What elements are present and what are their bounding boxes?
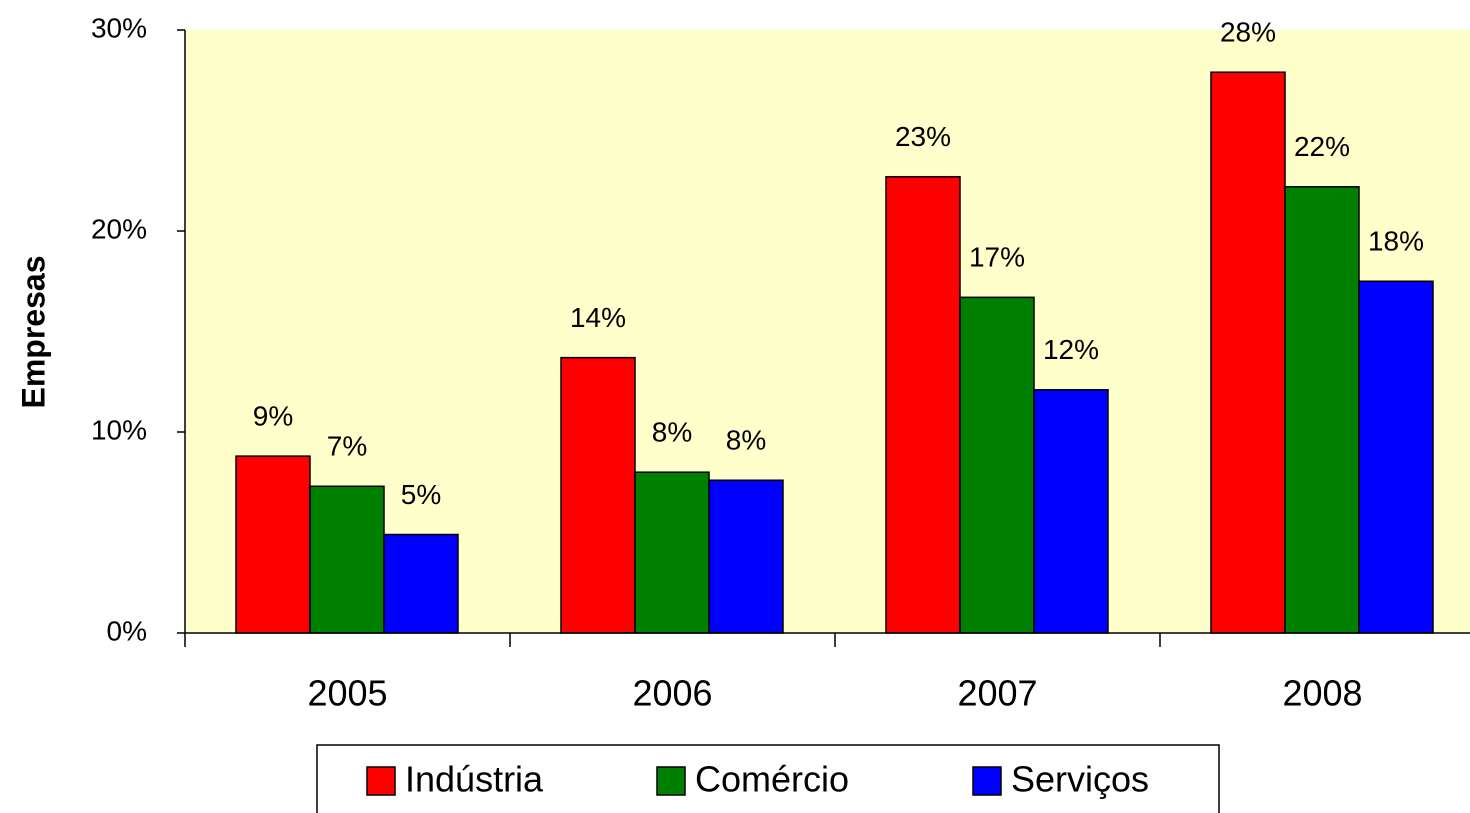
legend-swatch [366,766,396,796]
y-axis-label: Empresas [15,256,51,409]
legend-swatch [972,766,1002,796]
bar [1033,389,1109,634]
x-tick-label: 2005 [307,673,387,714]
legend-label: Serviços [1011,759,1149,800]
value-label: 8% [652,417,692,448]
bar [1358,280,1434,634]
value-label: 23% [895,121,951,152]
bar [1284,186,1360,634]
bar [959,296,1035,634]
bar [885,175,961,634]
value-label: 5% [401,479,441,510]
bar [708,479,784,634]
bar [383,533,459,634]
y-tick-label: 20% [91,213,147,244]
y-tick-label: 0% [107,615,147,646]
x-tick-label: 2008 [1282,673,1362,714]
value-label: 28% [1220,17,1276,48]
bar [309,485,385,634]
legend-label: Indústria [405,759,544,800]
value-label: 9% [253,401,293,432]
x-tick-label: 2006 [632,673,712,714]
legend-box [316,744,1220,813]
value-label: 7% [327,431,367,462]
y-tick-label: 30% [91,12,147,43]
value-label: 22% [1294,131,1350,162]
value-label: 12% [1043,334,1099,365]
x-tick-label: 2007 [957,673,1037,714]
value-label: 18% [1368,226,1424,257]
y-tick-label: 10% [91,414,147,445]
value-label: 8% [726,425,766,456]
legend-label: Comércio [695,759,849,800]
legend-swatch [656,766,686,796]
bar [1210,71,1286,634]
bar [560,356,636,634]
bar [235,455,311,634]
bar [634,471,710,634]
value-label: 17% [969,242,1025,273]
value-label: 14% [570,302,626,333]
